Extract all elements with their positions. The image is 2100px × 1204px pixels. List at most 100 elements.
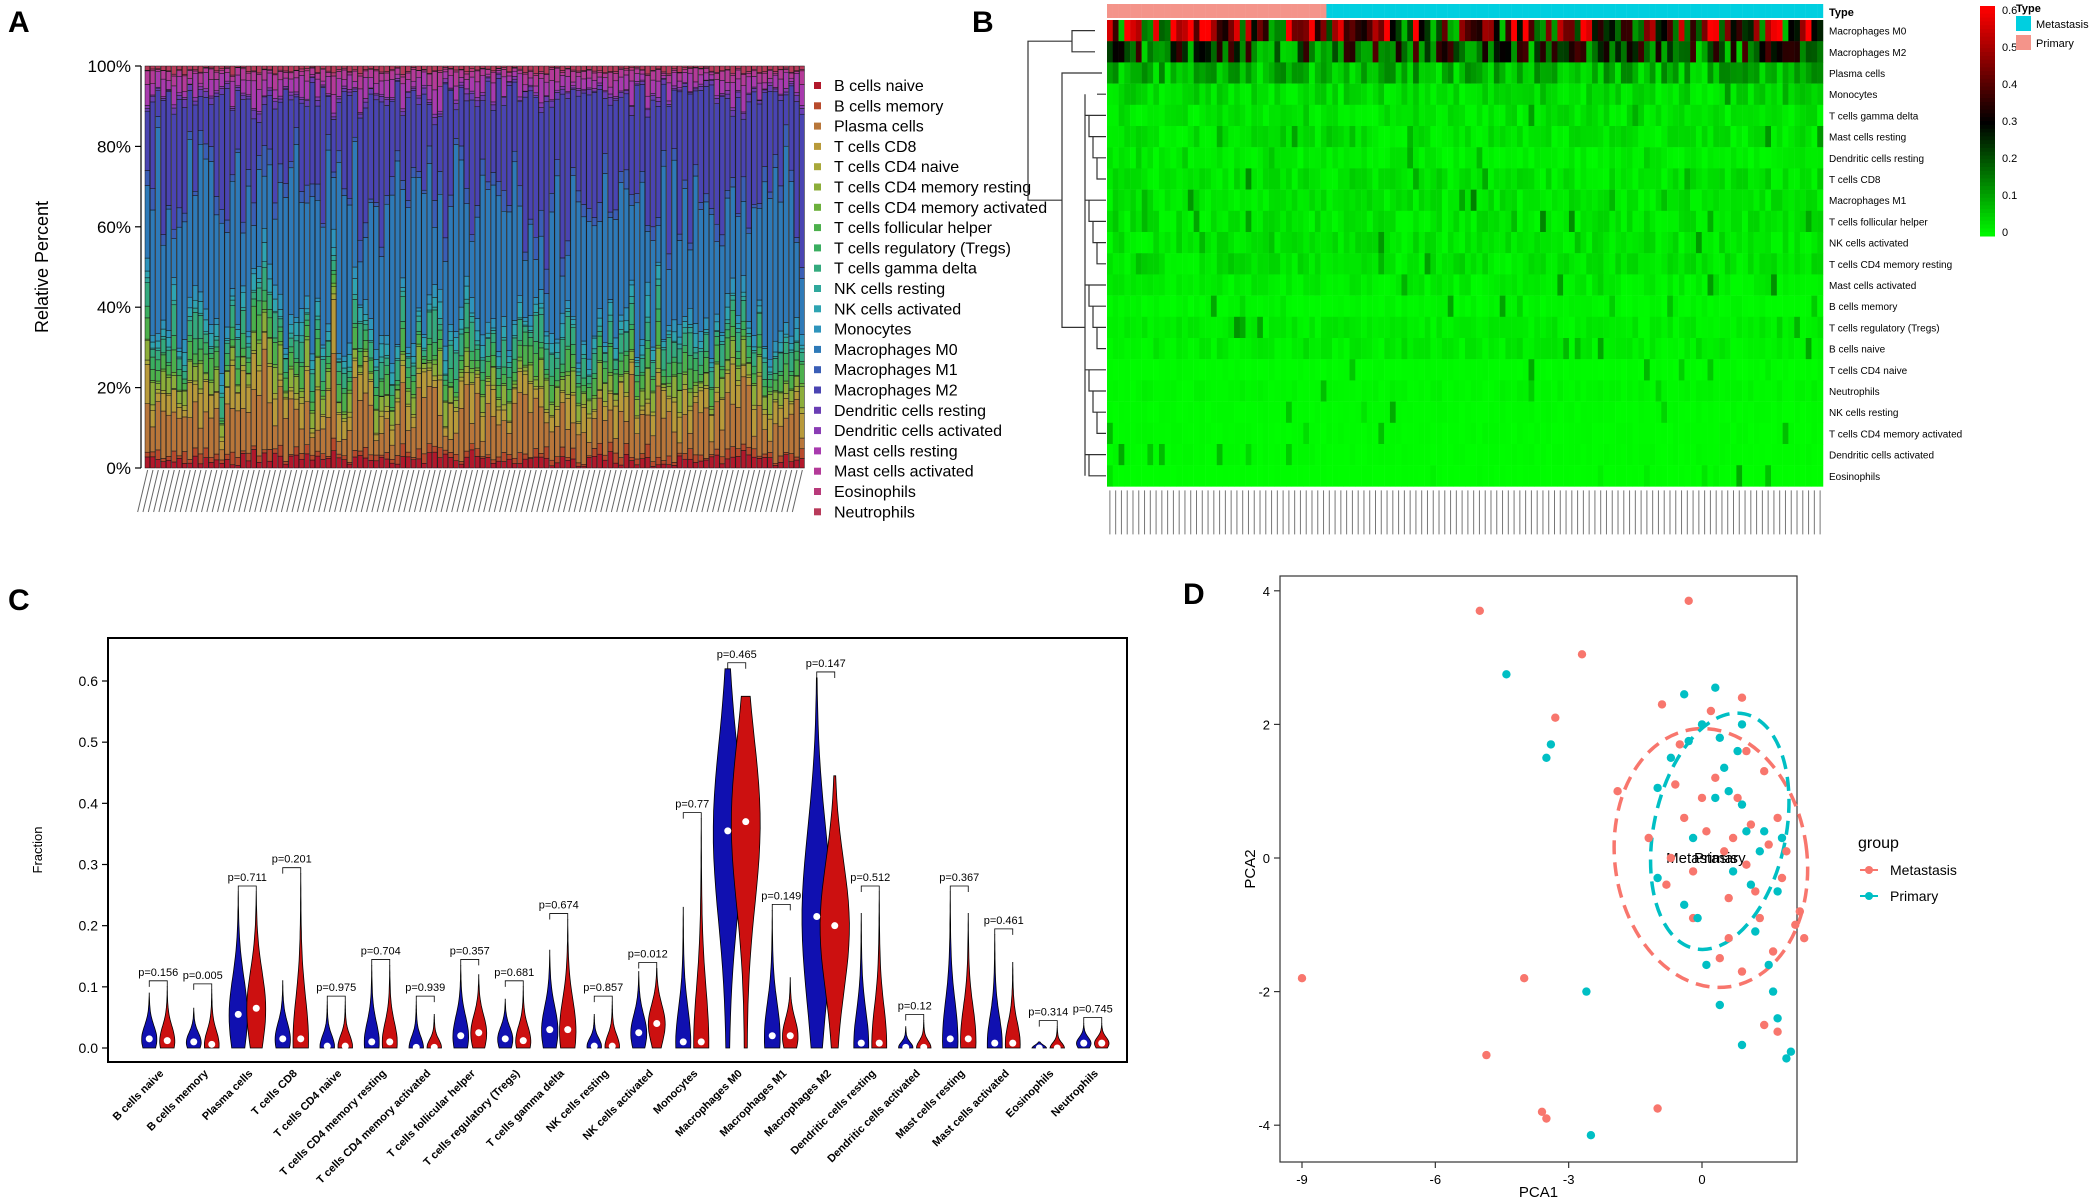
b-heat-cell xyxy=(1771,83,1778,106)
b-heat-cell xyxy=(1407,274,1414,296)
b-heat-cell xyxy=(1366,274,1373,296)
a-bar-segment xyxy=(251,389,257,447)
b-heat-cell xyxy=(1528,189,1535,212)
a-legend-swatch xyxy=(814,102,821,110)
b-heat-cell xyxy=(1459,189,1466,212)
b-heat-cell xyxy=(1655,41,1662,63)
b-heat-cell xyxy=(1742,104,1749,127)
b-heat-cell xyxy=(1118,168,1125,190)
a-x-tick-label-mark xyxy=(392,469,404,513)
b-heat-cell xyxy=(1603,20,1610,42)
a-bar-segment xyxy=(788,352,795,372)
b-heat-cell xyxy=(1482,232,1489,254)
a-bar-segment xyxy=(160,354,166,370)
a-bar-segment xyxy=(208,358,214,381)
a-bar-segment xyxy=(554,456,560,464)
b-heat-cell xyxy=(1170,83,1177,106)
a-bar-segment xyxy=(304,80,310,100)
b-heat-cell xyxy=(1499,168,1506,190)
b-heat-cell xyxy=(1251,338,1258,360)
a-bar-segment xyxy=(442,78,449,83)
a-bar-segment xyxy=(219,86,225,89)
a-bar-segment xyxy=(245,362,252,374)
a-bar-segment xyxy=(799,334,805,346)
b-heat-cell xyxy=(1528,147,1535,169)
a-bar-segment xyxy=(283,463,289,469)
b-heat-cell xyxy=(1355,41,1362,63)
a-bar-segment xyxy=(442,68,449,73)
b-heat-cell xyxy=(1199,232,1206,254)
b-heat-cell xyxy=(1672,189,1679,212)
b-heat-cell xyxy=(1488,338,1495,360)
b-annotation-cell xyxy=(1690,4,1697,18)
b-heat-cell xyxy=(1805,274,1812,296)
b-annotation-cell xyxy=(1649,4,1656,18)
b-heat-cell xyxy=(1199,104,1206,127)
b-heat-cell xyxy=(1811,104,1818,127)
b-heat-cell xyxy=(1239,253,1246,275)
a-bar-segment xyxy=(213,79,220,91)
a-bar-segment xyxy=(543,348,550,370)
b-heat-cell xyxy=(1118,20,1125,42)
a-bar-segment xyxy=(240,307,246,311)
a-bar-segment xyxy=(171,375,177,389)
b-heat-cell xyxy=(1384,104,1391,127)
a-bar-segment xyxy=(746,327,752,334)
a-bar-segment xyxy=(405,377,411,389)
a-bar-segment xyxy=(735,213,741,217)
b-heat-cell xyxy=(1210,126,1217,148)
a-bar-segment xyxy=(480,379,486,395)
a-bar-segment xyxy=(368,329,374,341)
a-bar-segment xyxy=(714,336,720,346)
a-bar-segment xyxy=(506,85,512,206)
a-bar-segment xyxy=(368,381,374,406)
b-heat-cell xyxy=(1182,147,1189,169)
a-bar-segment xyxy=(559,379,566,391)
a-bar-segment xyxy=(341,388,347,394)
a-bar-segment xyxy=(219,373,225,386)
b-heat-cell xyxy=(1644,41,1651,63)
a-x-tick-label-mark xyxy=(360,469,372,513)
a-x-tick-label-mark xyxy=(605,469,617,513)
b-heat-cell xyxy=(1672,316,1679,339)
b-heat-cell xyxy=(1759,126,1766,148)
a-bar-segment xyxy=(240,450,246,454)
a-bar-segment xyxy=(389,407,395,411)
a-bar-segment xyxy=(378,378,385,382)
b-heat-cell xyxy=(1568,147,1575,169)
b-heat-cell xyxy=(1361,83,1368,106)
a-bar-segment xyxy=(373,409,379,434)
a-bar-segment xyxy=(623,373,630,393)
a-bar-segment xyxy=(517,452,523,464)
a-bar-segment xyxy=(229,339,236,347)
a-bar-segment xyxy=(315,357,321,388)
b-heat-cell xyxy=(1158,210,1165,233)
b-heat-cell xyxy=(1609,126,1616,148)
a-bar-segment xyxy=(272,393,278,400)
b-heat-cell xyxy=(1182,316,1189,339)
b-heat-cell xyxy=(1268,147,1275,169)
b-heat-cell xyxy=(1245,232,1252,254)
a-bar-segment xyxy=(235,410,241,458)
a-x-tick-label-mark xyxy=(307,469,319,513)
b-heat-cell xyxy=(1424,20,1431,42)
a-bar-segment xyxy=(352,70,358,82)
a-bar-segment xyxy=(613,394,619,401)
b-heat-cell xyxy=(1389,126,1396,148)
b-heat-cell xyxy=(1441,62,1448,84)
a-bar-segment xyxy=(176,369,182,376)
b-heat-cell xyxy=(1724,20,1731,42)
a-bar-segment xyxy=(405,390,411,405)
a-x-tick-label-mark xyxy=(350,469,362,513)
a-bar-segment xyxy=(719,344,725,367)
b-annotation-cell xyxy=(1551,4,1558,18)
a-bar-segment xyxy=(182,97,188,100)
a-bar-segment xyxy=(410,86,417,89)
a-bar-segment xyxy=(677,390,683,413)
a-bar-segment xyxy=(692,392,699,397)
b-heat-cell xyxy=(1291,295,1298,318)
a-x-tick-label-mark xyxy=(376,469,388,513)
b-heat-cell xyxy=(1441,189,1448,212)
a-bar-segment xyxy=(687,391,693,407)
a-bar-segment xyxy=(788,85,795,171)
